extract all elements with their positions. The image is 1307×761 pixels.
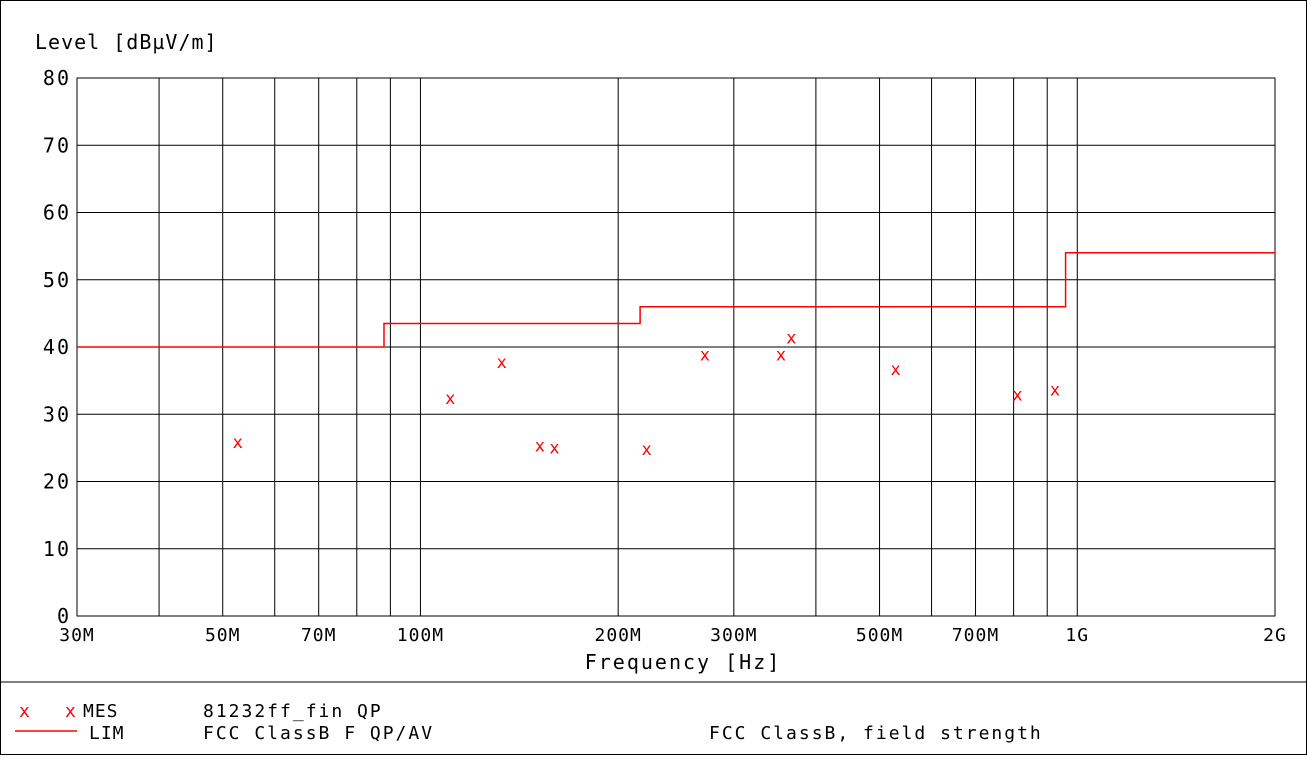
data-point: x (700, 346, 710, 366)
x-tick-label: 300M (710, 625, 757, 646)
limit-line (77, 252, 1275, 348)
data-point: x (891, 360, 901, 380)
legend-mark-mes: x (19, 701, 30, 722)
data-point: x (233, 433, 243, 453)
y-tick-label: 50 (43, 268, 71, 292)
data-point: x (1012, 385, 1022, 405)
legend-name-lim: FCC ClassB F QP/AV (203, 723, 434, 744)
data-point: x (445, 389, 455, 409)
data-point: x (1050, 381, 1060, 401)
legend-tag-lim: LIM (89, 723, 125, 744)
legend-row-mes: x x MES 81232ff_fin QP (19, 701, 383, 722)
limit-series (77, 252, 1275, 348)
x-tick-label: 50M (205, 625, 241, 646)
x-tick-label: 70M (301, 625, 337, 646)
x-tick-label: 700M (952, 625, 999, 646)
y-tick-label: 60 (43, 201, 71, 225)
data-point: x (549, 439, 559, 459)
y-tick-label: 70 (43, 133, 71, 157)
legend-desc-lim: FCC ClassB, field strength (709, 723, 1043, 744)
x-tick-label: 100M (397, 625, 444, 646)
y-tick-label: 10 (43, 537, 71, 561)
y-axis-ticks: 0 10 20 30 40 50 60 70 80 (43, 66, 71, 628)
y-axis-label: Level [dBµV/m] (35, 30, 218, 54)
grid (77, 78, 1275, 616)
y-tick-label: 30 (43, 402, 71, 426)
y-tick-label: 20 (43, 470, 71, 494)
data-point: x (535, 437, 545, 457)
x-axis-label: Frequency [Hz] (585, 650, 782, 674)
legend-name-mes: 81232ff_fin QP (203, 701, 383, 722)
data-point: x (642, 440, 652, 460)
legend-row-lim: LIM FCC ClassB F QP/AV FCC ClassB, field… (15, 723, 1043, 744)
y-tick-label: 40 (43, 335, 71, 359)
x-tick-label: 500M (856, 625, 903, 646)
legend-tag-mes: MES (83, 701, 119, 722)
x-axis-ticks: 30M 50M 70M 100M 200M 300M 500M 700M 1G 2G (59, 625, 1287, 646)
y-tick-label: 0 (57, 604, 71, 628)
x-tick-label: 2G (1263, 625, 1287, 646)
x-tick-label: 30M (59, 625, 95, 646)
x-tick-label: 200M (594, 625, 641, 646)
data-point: x (776, 346, 786, 366)
legend-prefix-mes: x (65, 701, 76, 722)
data-point: x (497, 353, 507, 373)
x-tick-label: 1G (1065, 625, 1089, 646)
y-tick-label: 80 (43, 66, 71, 90)
data-point: x (786, 328, 796, 348)
